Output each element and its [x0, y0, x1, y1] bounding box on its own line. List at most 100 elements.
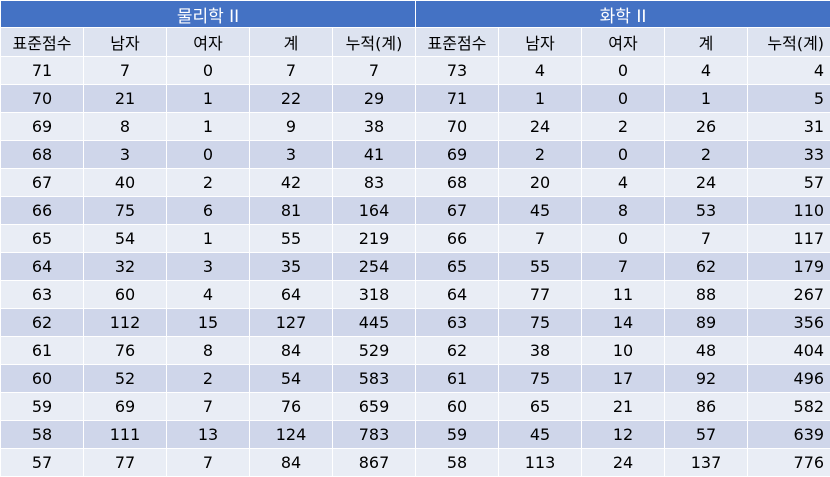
cell-score: 59 — [416, 421, 499, 449]
cell-cumulative: 356 — [748, 309, 830, 337]
cell-cumulative: 5 — [748, 85, 830, 113]
cell-cumulative: 38 — [333, 113, 416, 141]
cell-cumulative: 41 — [333, 141, 416, 169]
cell-total: 7 — [250, 57, 333, 85]
cell-male: 65 — [499, 393, 582, 421]
cell-score: 64 — [416, 281, 499, 309]
cell-total: 7 — [665, 225, 748, 253]
cell-male: 113 — [499, 449, 582, 477]
cell-cumulative: 110 — [748, 197, 830, 225]
cell-cumulative: 164 — [333, 197, 416, 225]
cell-cumulative: 404 — [748, 337, 830, 365]
cell-cumulative: 582 — [748, 393, 830, 421]
cell-total: 124 — [250, 421, 333, 449]
cell-cumulative: 445 — [333, 309, 416, 337]
cell-male: 69 — [84, 393, 167, 421]
cell-score: 63 — [1, 281, 84, 309]
column-header-score: 표준점수 — [416, 28, 499, 57]
cell-score: 60 — [416, 393, 499, 421]
cell-male: 8 — [84, 113, 167, 141]
cell-total: 137 — [665, 449, 748, 477]
cell-cumulative: 583 — [333, 365, 416, 393]
cell-male: 77 — [84, 449, 167, 477]
cell-female: 0 — [582, 85, 665, 113]
cell-score: 64 — [1, 253, 84, 281]
cell-score: 61 — [1, 337, 84, 365]
cell-score: 59 — [1, 393, 84, 421]
cell-total: 1 — [665, 85, 748, 113]
cell-cumulative: 33 — [748, 141, 830, 169]
cell-total: 127 — [250, 309, 333, 337]
cell-male: 24 — [499, 113, 582, 141]
cell-female: 1 — [167, 225, 250, 253]
cell-female: 4 — [167, 281, 250, 309]
cell-male: 111 — [84, 421, 167, 449]
cell-score: 66 — [1, 197, 84, 225]
cell-female: 7 — [167, 393, 250, 421]
cell-score: 70 — [1, 85, 84, 113]
cell-total: 48 — [665, 337, 748, 365]
cell-cumulative: 659 — [333, 393, 416, 421]
cell-cumulative: 639 — [748, 421, 830, 449]
cell-total: 89 — [665, 309, 748, 337]
cell-total: 24 — [665, 169, 748, 197]
cell-score: 63 — [416, 309, 499, 337]
cell-total: 3 — [250, 141, 333, 169]
cell-score: 58 — [1, 421, 84, 449]
cell-score: 67 — [416, 197, 499, 225]
cell-male: 2 — [499, 141, 582, 169]
cell-female: 4 — [582, 169, 665, 197]
cell-male: 38 — [499, 337, 582, 365]
cell-total: 57 — [665, 421, 748, 449]
cell-score: 62 — [416, 337, 499, 365]
cell-total: 26 — [665, 113, 748, 141]
cell-male: 1 — [499, 85, 582, 113]
cell-female: 17 — [582, 365, 665, 393]
cell-female: 1 — [167, 113, 250, 141]
cell-score: 69 — [1, 113, 84, 141]
cell-total: 92 — [665, 365, 748, 393]
cell-female: 0 — [167, 57, 250, 85]
cell-total: 76 — [250, 393, 333, 421]
cell-male: 40 — [84, 169, 167, 197]
cell-score: 70 — [416, 113, 499, 141]
cell-total: 81 — [250, 197, 333, 225]
cell-score: 68 — [1, 141, 84, 169]
cell-cumulative: 496 — [748, 365, 830, 393]
cell-male: 7 — [84, 57, 167, 85]
cell-male: 54 — [84, 225, 167, 253]
cell-score: 69 — [416, 141, 499, 169]
cell-female: 7 — [582, 253, 665, 281]
cell-male: 55 — [499, 253, 582, 281]
cell-male: 77 — [499, 281, 582, 309]
cell-female: 8 — [582, 197, 665, 225]
column-header-female: 여자 — [582, 28, 665, 57]
cell-total: 88 — [665, 281, 748, 309]
cell-score: 58 — [416, 449, 499, 477]
cell-cumulative: 254 — [333, 253, 416, 281]
cell-female: 3 — [167, 253, 250, 281]
cell-cumulative: 57 — [748, 169, 830, 197]
cell-male: 4 — [499, 57, 582, 85]
cell-female: 1 — [167, 85, 250, 113]
cell-male: 75 — [499, 309, 582, 337]
cell-total: 84 — [250, 449, 333, 477]
cell-male: 20 — [499, 169, 582, 197]
cell-cumulative: 783 — [333, 421, 416, 449]
cell-male: 112 — [84, 309, 167, 337]
cell-cumulative: 529 — [333, 337, 416, 365]
cell-cumulative: 219 — [333, 225, 416, 253]
cell-total: 55 — [250, 225, 333, 253]
cell-score: 73 — [416, 57, 499, 85]
column-header-male: 남자 — [84, 28, 167, 57]
cell-total: 62 — [665, 253, 748, 281]
cell-total: 22 — [250, 85, 333, 113]
cell-score: 66 — [416, 225, 499, 253]
cell-score: 62 — [1, 309, 84, 337]
